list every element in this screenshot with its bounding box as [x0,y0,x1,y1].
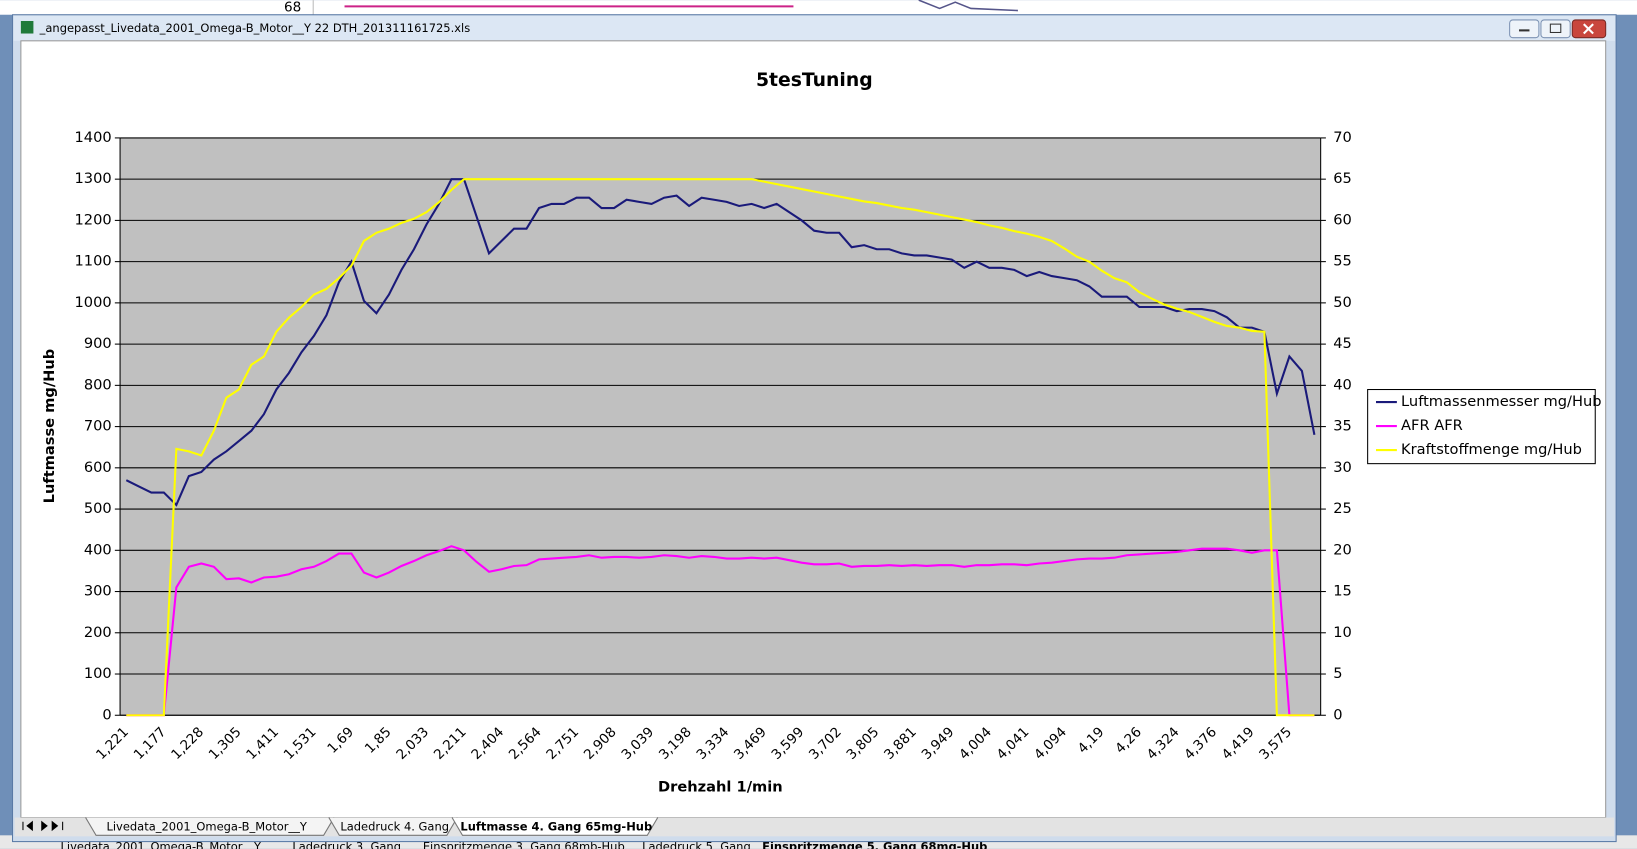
back-window [0,0,1637,15]
legend-label: Kraftstoffmenge mg/Hub [1401,441,1582,458]
y-tick-label: 0 [102,706,111,723]
y2-tick-label: 20 [1333,541,1352,558]
restore-icon [1549,23,1562,33]
excel-icon [20,20,34,34]
y2-tick-label: 5 [1333,665,1342,682]
tab-nav[interactable] [22,820,64,832]
y-tick-label: 1000 [75,294,112,311]
y2-tick-label: 55 [1333,253,1352,270]
y-tick-label: 400 [84,541,112,558]
title-bar [13,15,1616,41]
y-tick-label: 1400 [75,129,112,146]
y-tick-label: 1300 [75,170,112,187]
back-chart-line [918,0,1018,12]
y-axis-title: Luftmasse mg/Hub [41,349,58,504]
y2-tick-label: 70 [1333,129,1352,146]
chart-title: 5tesTuning [756,70,873,91]
back-tab[interactable]: Einspritzmenge 3. Gang 68mb-Hub [423,839,625,849]
series-line [125,178,1316,507]
y2-tick-label: 15 [1333,583,1352,600]
y-tick-label: 200 [84,624,112,641]
y-tick-label: 1200 [75,211,112,228]
y2-tick-label: 35 [1333,418,1352,435]
series-line [126,545,1315,717]
sheet-tab-label[interactable]: Ladedruck 4. Gang [340,819,449,833]
legend-label: AFR AFR [1401,417,1463,434]
sheet-tab-label[interactable]: Luftmasse 4. Gang 65mg-Hub [460,819,652,833]
sheet-tab-active[interactable] [451,817,659,836]
sheet-tab[interactable] [328,817,458,836]
y-tick-label: 700 [84,418,112,435]
x-axis-title: Drehzahl 1/min [658,778,783,795]
back-tab[interactable]: Ladedruck 5. Gang [642,839,751,849]
back-tab[interactable]: Ladedruck 3. Gang [292,839,401,849]
legend [1367,389,1596,465]
legend-label: Luftmassenmesser mg/Hub [1401,393,1601,410]
y2-tick-label: 50 [1333,294,1352,311]
back-tab[interactable]: Einspritzmenge 5. Gang 68mg-Hub [762,839,987,849]
y-tick-label: 500 [84,500,112,517]
minimize-button[interactable] [1509,19,1540,39]
y-tick-label: 900 [84,335,112,352]
sheet-tab[interactable] [85,817,335,836]
y-tick-label: 1100 [75,253,112,270]
y-tick-label: 300 [84,583,112,600]
y2-tick-label: 60 [1333,211,1352,228]
y2-tick-label: 30 [1333,459,1352,476]
restore-button[interactable] [1540,19,1571,39]
back-tab[interactable]: Livedata_2001_Omega-B_Motor__Y [61,839,262,849]
close-icon [1583,23,1594,35]
window-title: _angepasst_Livedata_2001_Omega-B_Motor__… [39,21,471,35]
y2-tick-label: 0 [1333,706,1342,723]
y2-tick-label: 40 [1333,376,1352,393]
sheet-tab-label[interactable]: Livedata_2001_Omega-B_Motor__Y [106,819,307,833]
y2-tick-label: 10 [1333,624,1352,641]
y2-tick-label: 65 [1333,170,1352,187]
series-line [126,178,1315,717]
y-tick-label: 100 [84,665,112,682]
y-tick-label: 800 [84,376,112,393]
y2-tick-label: 45 [1333,335,1352,352]
y2-tick-label: 25 [1333,500,1352,517]
back-cell: 68 [284,0,301,15]
y-tick-label: 600 [84,459,112,476]
